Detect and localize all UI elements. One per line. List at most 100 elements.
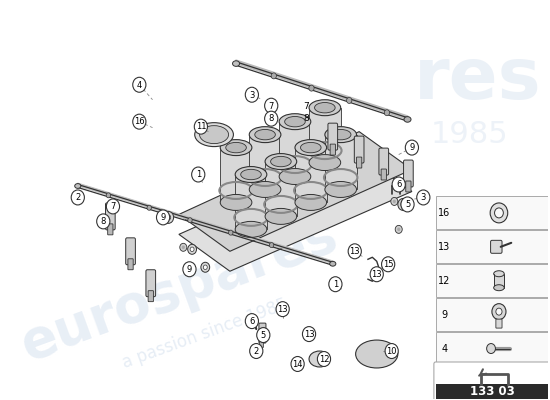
Circle shape <box>201 262 210 272</box>
Text: 10: 10 <box>387 347 397 356</box>
FancyBboxPatch shape <box>406 181 411 192</box>
Text: 15: 15 <box>383 260 393 269</box>
Text: 1: 1 <box>196 170 201 179</box>
Circle shape <box>401 202 405 207</box>
Circle shape <box>97 214 110 229</box>
Circle shape <box>245 314 258 328</box>
Text: 7: 7 <box>110 202 115 211</box>
Ellipse shape <box>309 351 330 367</box>
Text: 5: 5 <box>405 200 410 209</box>
Circle shape <box>188 218 192 223</box>
FancyBboxPatch shape <box>328 123 338 150</box>
Ellipse shape <box>241 169 261 180</box>
FancyBboxPatch shape <box>381 169 387 180</box>
Ellipse shape <box>235 166 267 182</box>
Circle shape <box>393 200 396 203</box>
FancyBboxPatch shape <box>126 238 135 265</box>
Circle shape <box>106 199 119 214</box>
Ellipse shape <box>220 194 252 210</box>
Text: 2: 2 <box>254 347 259 356</box>
Circle shape <box>329 277 342 292</box>
Polygon shape <box>179 154 412 271</box>
Text: 14: 14 <box>293 360 303 369</box>
Circle shape <box>348 244 361 259</box>
Circle shape <box>496 308 502 315</box>
FancyBboxPatch shape <box>434 362 550 400</box>
Text: 3: 3 <box>421 193 426 202</box>
Ellipse shape <box>325 182 356 198</box>
Ellipse shape <box>494 285 504 291</box>
FancyBboxPatch shape <box>436 264 548 297</box>
Ellipse shape <box>195 123 233 146</box>
Ellipse shape <box>271 156 291 167</box>
Circle shape <box>106 193 111 198</box>
Circle shape <box>180 243 187 251</box>
Circle shape <box>188 244 196 254</box>
Ellipse shape <box>329 261 336 266</box>
Ellipse shape <box>265 208 296 224</box>
Circle shape <box>384 110 389 116</box>
Text: 4: 4 <box>137 80 142 90</box>
Text: res: res <box>414 45 542 114</box>
FancyBboxPatch shape <box>106 203 115 230</box>
Circle shape <box>265 98 278 113</box>
Circle shape <box>405 140 419 155</box>
Text: 6: 6 <box>396 180 402 189</box>
Ellipse shape <box>309 154 340 170</box>
FancyBboxPatch shape <box>436 230 548 263</box>
Polygon shape <box>220 148 252 202</box>
Ellipse shape <box>404 117 411 122</box>
Text: 1: 1 <box>333 280 338 289</box>
Ellipse shape <box>356 340 398 368</box>
Circle shape <box>133 77 146 92</box>
Ellipse shape <box>249 182 281 198</box>
FancyBboxPatch shape <box>436 298 548 331</box>
FancyBboxPatch shape <box>494 274 504 288</box>
Ellipse shape <box>200 126 229 144</box>
Text: 8: 8 <box>304 114 309 123</box>
FancyBboxPatch shape <box>356 157 362 168</box>
Ellipse shape <box>494 271 504 277</box>
Circle shape <box>183 262 196 277</box>
Circle shape <box>190 247 194 252</box>
Circle shape <box>71 190 84 205</box>
Polygon shape <box>309 108 340 162</box>
Ellipse shape <box>295 140 327 156</box>
Text: 13: 13 <box>349 247 360 256</box>
FancyBboxPatch shape <box>259 323 266 343</box>
Polygon shape <box>265 162 296 216</box>
Ellipse shape <box>309 100 340 116</box>
Circle shape <box>370 267 383 282</box>
Text: 12: 12 <box>438 276 450 286</box>
Text: 6: 6 <box>249 317 255 326</box>
Text: 1985: 1985 <box>430 120 508 149</box>
Ellipse shape <box>220 140 252 156</box>
Polygon shape <box>279 122 311 176</box>
Circle shape <box>157 210 169 225</box>
Circle shape <box>257 328 270 342</box>
FancyBboxPatch shape <box>128 259 133 270</box>
Circle shape <box>391 198 398 206</box>
FancyBboxPatch shape <box>436 332 548 365</box>
Circle shape <box>163 212 174 223</box>
Polygon shape <box>325 135 356 190</box>
Text: eurospares: eurospares <box>14 208 344 370</box>
Circle shape <box>385 344 398 358</box>
Circle shape <box>317 352 331 366</box>
FancyBboxPatch shape <box>148 291 153 302</box>
Circle shape <box>382 257 395 272</box>
FancyBboxPatch shape <box>260 339 263 347</box>
Text: 9: 9 <box>161 213 166 222</box>
Text: 4: 4 <box>441 344 448 354</box>
Text: 7: 7 <box>304 102 309 111</box>
Ellipse shape <box>226 142 246 153</box>
Polygon shape <box>249 135 281 190</box>
Text: 12: 12 <box>319 355 329 364</box>
Ellipse shape <box>265 154 296 170</box>
Ellipse shape <box>249 127 281 143</box>
Ellipse shape <box>325 127 356 143</box>
Circle shape <box>166 215 170 220</box>
Circle shape <box>490 203 508 223</box>
Text: 5: 5 <box>261 331 266 340</box>
Text: 13: 13 <box>277 305 288 314</box>
